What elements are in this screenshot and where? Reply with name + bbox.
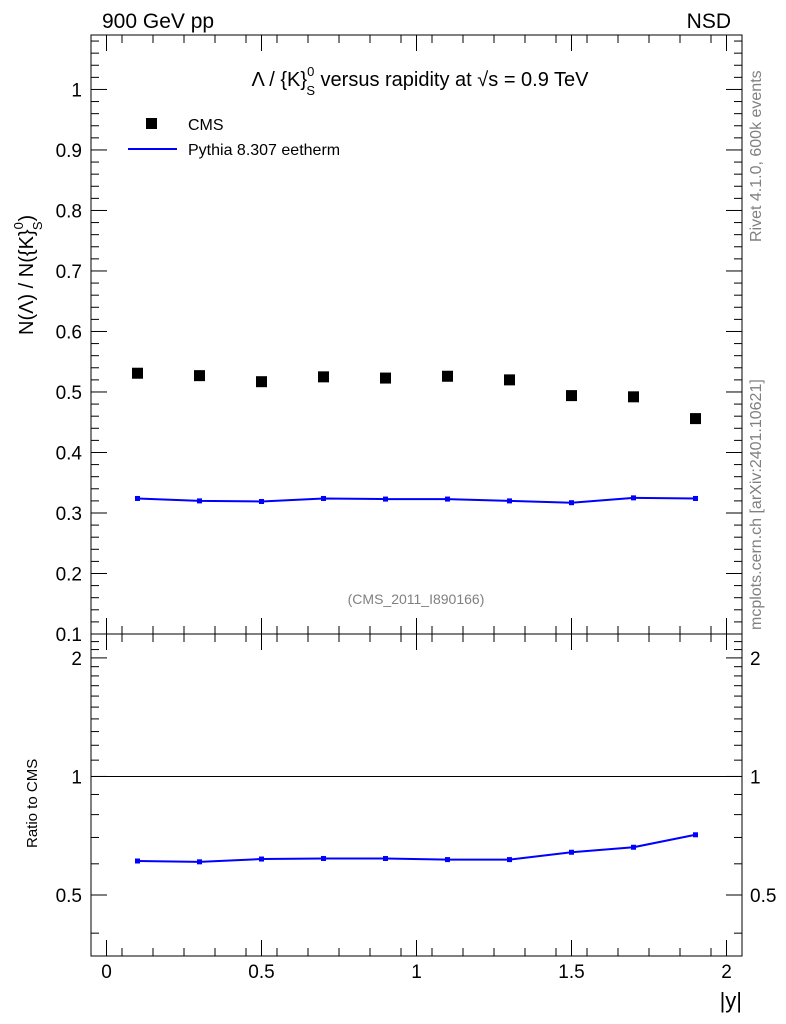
cms-data-point (504, 374, 515, 386)
pythia-point (135, 495, 140, 501)
title-sqrt: √s (477, 69, 498, 91)
header-left-label: 900 GeV pp (102, 10, 214, 33)
pythia-point (693, 495, 698, 501)
ratio-y-tick-label: 0.5 (56, 886, 82, 907)
cms-data-point (380, 372, 391, 384)
legend-cms-label: CMS (188, 117, 224, 134)
pythia-point (259, 498, 264, 504)
y-tick-label: 0.9 (56, 141, 82, 162)
ratio-panel-frame (90, 633, 743, 957)
y-tick-label: 0.2 (56, 564, 82, 585)
pythia-point (445, 496, 450, 502)
ylabel-post: ) (16, 215, 38, 222)
analysis-id-label: (CMS_2011_I890166) (348, 591, 485, 607)
title-sup: 0 (307, 64, 314, 79)
cms-data-point (318, 371, 329, 383)
data-marks (91, 367, 742, 865)
ratio-line (137, 833, 696, 863)
mcplots-label: mcplots.cern.ch [arXiv:2401.10621] (748, 379, 765, 630)
ratio-y-tick-label: 1 (71, 767, 82, 788)
y-tick-label: 0.6 (56, 322, 82, 343)
ratio-point (135, 858, 140, 864)
pythia-point (569, 500, 574, 506)
pythia-point (631, 495, 636, 501)
legend-pythia-label: Pythia 8.307 eetherm (188, 142, 340, 159)
ratio-y-tick-label-right: 2 (750, 649, 761, 670)
chart-title: Λ / {K}0 S versus rapidity at √s = 0.9 Te… (251, 64, 589, 98)
ylabel-sup: 0 (11, 222, 26, 229)
title-sub: S (306, 83, 315, 98)
x-tick-label: 0.5 (248, 962, 274, 983)
axis-ticks (90, 35, 743, 956)
cms-data-point (566, 390, 577, 402)
ratio-y-tick-label-right: 0.5 (750, 886, 776, 907)
ratio-ylabel: Ratio to CMS (24, 759, 41, 848)
ylabel-pre: N(Λ) / N({K} (16, 229, 38, 335)
ratio-point (259, 856, 264, 862)
cms-data-point (194, 370, 205, 382)
title-pre: Λ / {K} (251, 69, 307, 91)
legend: CMS Pythia 8.307 eetherm (128, 117, 340, 159)
ylabel-sub: S (30, 221, 45, 230)
pythia-point (197, 498, 202, 504)
ratio-y-tick-label-right: 1 (750, 767, 761, 788)
ratio-point (693, 832, 698, 838)
x-tick-label: 1.5 (558, 962, 584, 983)
ratio-point (197, 859, 202, 865)
legend-cms-marker (146, 118, 157, 129)
ratio-point (507, 857, 512, 863)
y-tick-label: 0.5 (56, 383, 82, 404)
cms-data-point (690, 413, 701, 425)
rivet-info-label: Rivet 4.1.0, 600k events (748, 70, 765, 242)
cms-data-point (256, 376, 267, 388)
x-tick-label: 2 (721, 962, 732, 983)
y-tick-label: 1 (71, 80, 82, 101)
x-tick-label: 1 (411, 962, 422, 983)
y-tick-label: 0.3 (56, 504, 82, 525)
axis-tick-labels: 0 0.5 1 1.5 2 0.1 0.2 0.3 0.4 0.5 0.6 0.7 0.8 0.9 1 0.5… (56, 80, 777, 983)
x-tick-label: 0 (101, 962, 112, 983)
pythia-point (321, 495, 326, 501)
ratio-y-tick-label: 2 (71, 649, 82, 670)
ratio-point (631, 844, 636, 850)
ratio-point (445, 857, 450, 863)
main-ylabel: N(Λ) / N({K}0 S) (11, 215, 45, 335)
x-axis-label: |y| (720, 988, 742, 1013)
title-post: = 0.9 TeV (498, 69, 589, 91)
y-tick-label: 0.4 (56, 443, 83, 464)
ratio-point (321, 855, 326, 861)
y-tick-label: 0.7 (56, 262, 82, 283)
y-tick-label: 0.1 (56, 625, 82, 646)
title-mid: versus rapidity at (315, 69, 477, 91)
pythia-point (383, 496, 388, 502)
header-right-label: NSD (687, 10, 731, 33)
pythia-line (137, 496, 696, 504)
cms-data-point (132, 367, 143, 379)
ratio-point (383, 855, 388, 861)
cms-data-point (628, 391, 639, 403)
pythia-point (507, 498, 512, 504)
cms-data-point (442, 370, 453, 382)
y-tick-label: 0.8 (56, 201, 82, 222)
ratio-point (569, 849, 574, 855)
